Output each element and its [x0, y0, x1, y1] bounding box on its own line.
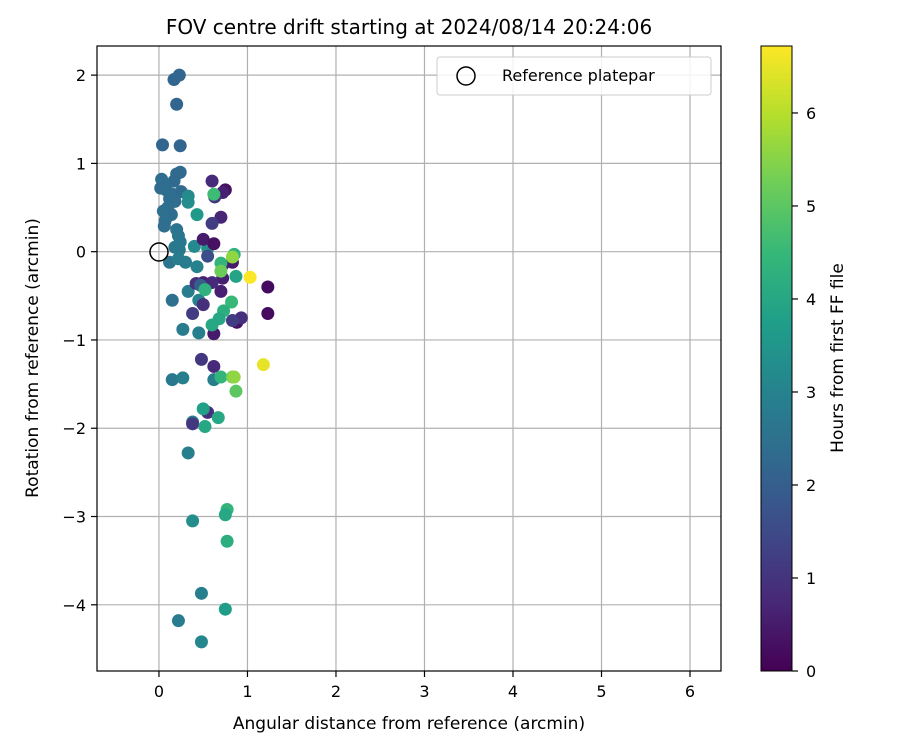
data-point [196, 298, 210, 312]
data-point [167, 174, 181, 188]
data-point [187, 239, 201, 253]
x-axis-label: Angular distance from reference (arcmin) [233, 714, 585, 734]
colorbar-tick-label: 4 [806, 290, 816, 309]
data-point [256, 358, 270, 372]
y-tick-label: −2 [62, 419, 86, 438]
data-point [243, 270, 257, 284]
legend-marker [456, 66, 476, 86]
x-tick-label: 2 [331, 682, 341, 701]
data-point [190, 208, 204, 222]
x-tick-label: 6 [685, 682, 695, 701]
data-point [214, 264, 228, 278]
data-point [190, 260, 204, 274]
data-point [205, 174, 219, 188]
data-point [170, 97, 184, 111]
data-point [194, 586, 208, 600]
data-point [207, 359, 221, 373]
y-axis-ticks: −4 −3 −2 −1 0 1 2 [62, 66, 97, 615]
colorbar: 0 1 2 3 4 5 6 Hours from first FF file [760, 45, 848, 681]
colorbar-tick-label: 3 [806, 383, 816, 402]
data-point [176, 371, 190, 385]
data-point [205, 318, 219, 332]
data-point [225, 295, 239, 309]
x-tick-label: 4 [508, 682, 518, 701]
data-points [154, 68, 275, 649]
data-point [186, 514, 200, 528]
data-point [201, 249, 215, 263]
data-point [179, 255, 193, 269]
data-point [207, 187, 221, 201]
x-tick-label: 1 [242, 682, 252, 701]
data-point [186, 306, 200, 320]
reference-platepar-marker [149, 242, 169, 262]
data-point [261, 280, 275, 294]
x-tick-label: 0 [154, 682, 164, 701]
plot-frame [96, 45, 722, 672]
legend-entry: Reference platepar [502, 66, 655, 85]
data-point [181, 446, 195, 460]
data-point [198, 283, 212, 297]
data-point [198, 419, 212, 433]
y-tick-label: 2 [76, 66, 86, 85]
data-point [229, 384, 243, 398]
data-point [157, 219, 171, 233]
data-point [211, 411, 225, 425]
y-tick-label: −3 [62, 508, 86, 527]
data-point [194, 352, 208, 366]
data-point [181, 284, 195, 298]
data-point [214, 284, 228, 298]
data-point [218, 602, 232, 616]
y-tick-label: 1 [76, 154, 86, 173]
grid [97, 46, 721, 671]
data-point [196, 402, 210, 416]
data-point [165, 373, 179, 387]
data-point [172, 68, 186, 82]
data-point [181, 195, 195, 209]
data-point [192, 326, 206, 340]
colorbar-tick-label: 5 [806, 197, 816, 216]
colorbar-tick-label: 2 [806, 476, 816, 495]
colorbar-gradient [760, 45, 793, 672]
data-point [214, 370, 228, 384]
x-tick-label: 5 [596, 682, 606, 701]
data-point [205, 216, 219, 230]
data-point [171, 614, 185, 628]
colorbar-tick-label: 0 [806, 662, 816, 681]
data-point [155, 138, 169, 152]
colorbar-tick-label: 6 [806, 104, 816, 123]
data-point [225, 250, 239, 264]
colorbar-ticks: 0 1 2 3 4 5 6 [792, 104, 816, 681]
data-point [218, 508, 232, 522]
x-axis-ticks: 0 1 2 3 4 5 6 [154, 671, 695, 701]
legend-box [436, 56, 712, 96]
data-point [207, 237, 221, 251]
data-point [220, 534, 234, 548]
data-point [194, 635, 208, 649]
y-tick-label: −4 [62, 596, 86, 615]
data-point [229, 269, 243, 283]
chart-title: FOV centre drift starting at 2024/08/14 … [166, 15, 652, 39]
data-point [165, 293, 179, 307]
data-point [225, 314, 239, 328]
x-tick-label: 3 [419, 682, 429, 701]
data-point [173, 139, 187, 153]
colorbar-label: Hours from first FF file [828, 263, 848, 453]
data-point [186, 417, 200, 431]
y-axis-label: Rotation from reference (arcmin) [23, 218, 43, 498]
y-tick-label: −1 [62, 331, 86, 350]
y-tick-label: 0 [76, 243, 86, 262]
legend: Reference platepar [436, 56, 712, 96]
data-point [227, 370, 241, 384]
data-point [261, 306, 275, 320]
data-point [196, 232, 210, 246]
data-point [176, 322, 190, 336]
colorbar-tick-label: 1 [806, 569, 816, 588]
